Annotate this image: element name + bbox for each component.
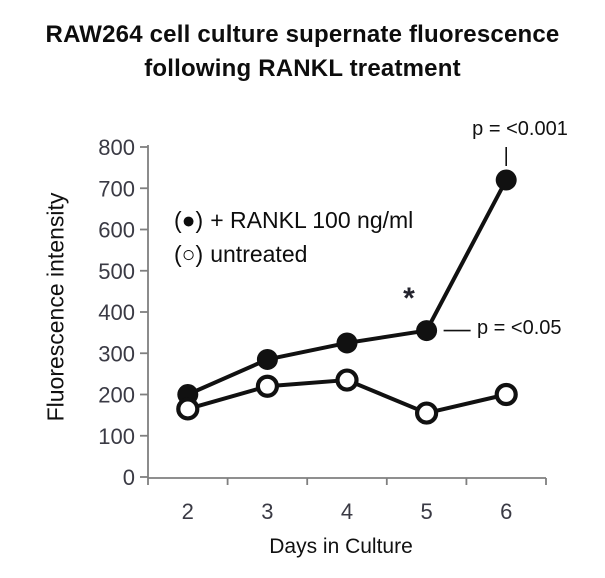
y-tick-label: 600: [98, 218, 135, 243]
x-tick-label: 4: [341, 499, 353, 524]
data-point-untreated-day5: [415, 401, 439, 425]
data-point-untreated-day2: [176, 397, 200, 421]
filled-circle-icon: (●): [174, 207, 204, 233]
data-point-untreated-day6: [494, 382, 518, 407]
p-value-annotation-day6: p = <0.001: [472, 118, 568, 140]
significance-star: *: [403, 282, 415, 315]
chart-legend: (●) + RANKL 100 ng/ml (○) untreated: [174, 203, 413, 271]
legend-item-untreated: (○) untreated: [174, 237, 413, 271]
open-circle-icon: (○): [174, 241, 204, 267]
data-point-rankl-day6: [495, 169, 517, 191]
chart-title-line2: following RANKL treatment: [144, 55, 461, 82]
legend-label-rankl: + RANKL 100 ng/ml: [210, 207, 414, 233]
p-value-annotation-day5: p = <0.05: [477, 317, 562, 339]
legend-item-rankl: (●) + RANKL 100 ng/ml: [174, 203, 413, 237]
data-point-rankl-day3: [256, 348, 278, 370]
x-tick-label: 3: [261, 499, 273, 524]
y-tick-label: 0: [123, 465, 135, 490]
chart-title: RAW264 cell culture supernate fluorescen…: [0, 18, 605, 86]
data-point-rankl-day5: [416, 320, 438, 342]
x-tick-label: 6: [500, 499, 512, 524]
x-tick-label: 2: [182, 499, 194, 524]
y-tick-label: 400: [98, 300, 135, 325]
x-tick-label: 5: [420, 499, 432, 524]
chart-title-line1: RAW264 cell culture supernate fluorescen…: [45, 21, 560, 48]
y-tick-label: 100: [98, 424, 135, 449]
data-point-rankl-day4: [336, 332, 358, 354]
y-tick-label: 200: [98, 383, 135, 408]
data-point-untreated-day4: [335, 368, 359, 392]
legend-label-untreated: untreated: [210, 241, 308, 267]
y-tick-label: 800: [98, 135, 135, 160]
x-axis-label: Days in Culture: [269, 535, 413, 558]
y-tick-label: 300: [98, 341, 135, 366]
y-tick-label: 700: [98, 176, 135, 201]
y-tick-label: 500: [98, 259, 135, 284]
data-point-untreated-day3: [255, 374, 279, 398]
